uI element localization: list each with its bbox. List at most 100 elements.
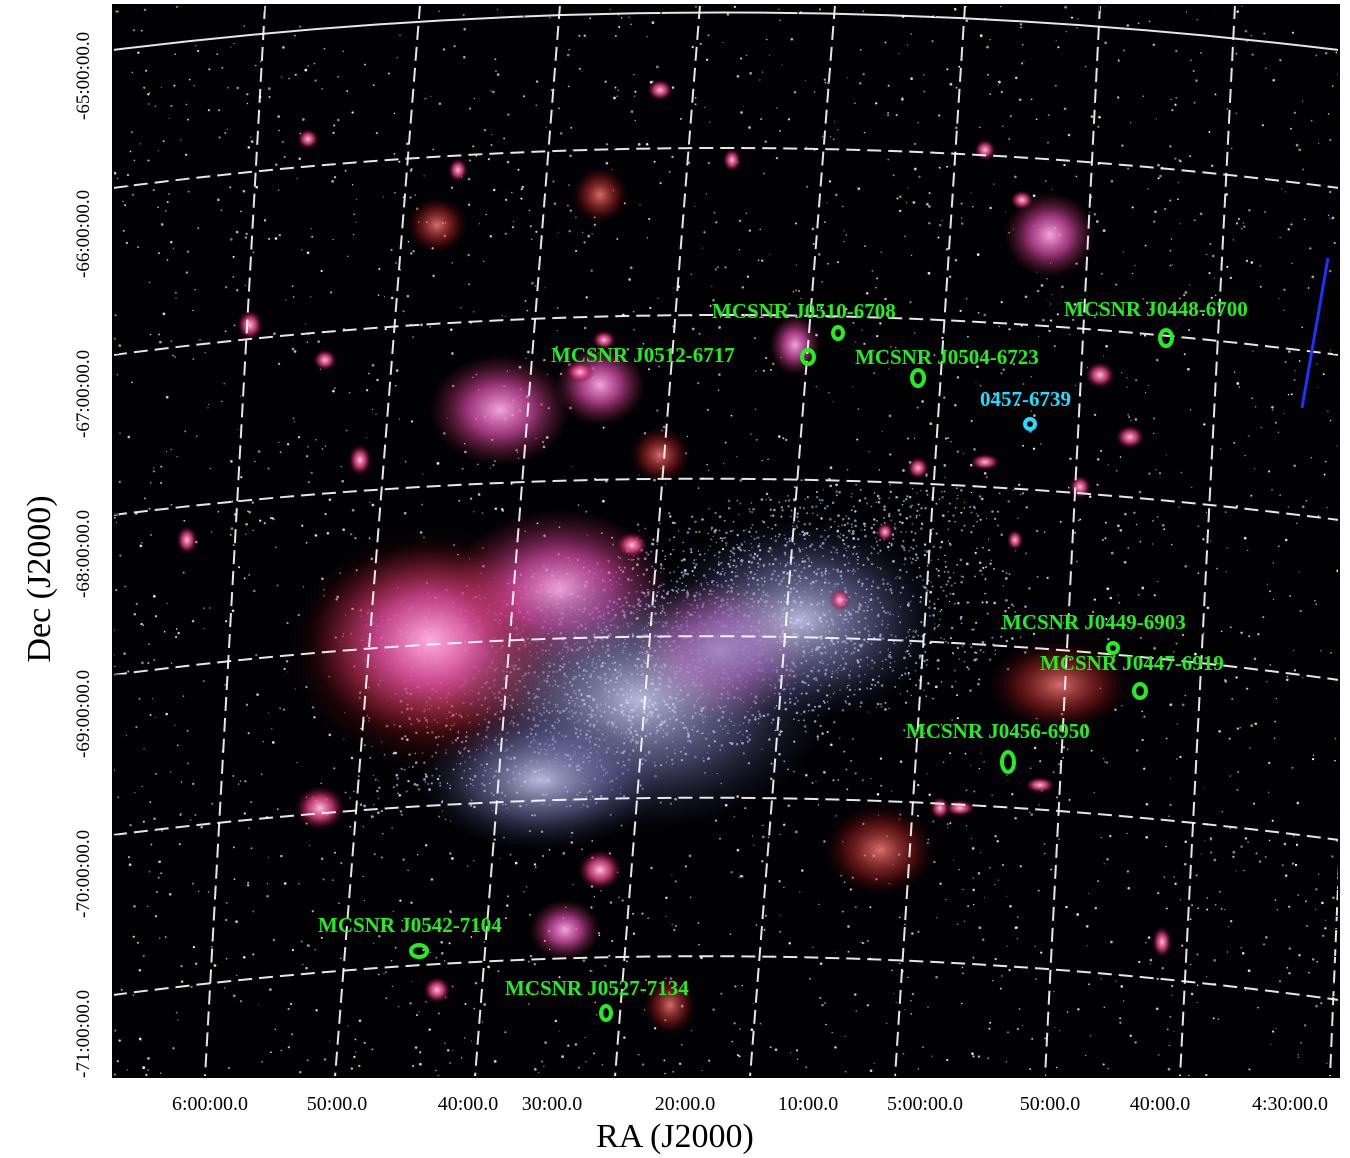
star: [1200, 51, 1203, 54]
star: [304, 68, 308, 72]
bar-star: [952, 592, 955, 596]
star: [659, 182, 662, 185]
bar-star: [850, 523, 853, 526]
star: [931, 40, 934, 43]
star: [904, 1009, 906, 1011]
star: [819, 996, 822, 1000]
star: [233, 42, 235, 45]
star: [504, 1031, 507, 1034]
star: [1327, 214, 1330, 216]
star: [132, 29, 136, 32]
bar-star: [899, 693, 902, 695]
star: [898, 195, 902, 199]
star: [828, 392, 830, 394]
star: [493, 1060, 497, 1063]
star: [154, 915, 158, 918]
star: [916, 406, 919, 409]
star: [1189, 918, 1192, 921]
star: [490, 90, 492, 92]
star: [835, 815, 838, 817]
star: [440, 951, 444, 955]
star: [141, 785, 143, 788]
star: [818, 8, 822, 11]
star: [413, 783, 417, 786]
star: [472, 310, 475, 313]
star: [1110, 551, 1114, 555]
star: [1235, 870, 1237, 872]
star: [1317, 873, 1320, 875]
star: [1180, 471, 1183, 474]
star: [1244, 837, 1248, 840]
star: [614, 86, 617, 89]
star: [1286, 675, 1289, 678]
star: [310, 228, 312, 230]
star: [1126, 377, 1128, 379]
star: [113, 1073, 116, 1076]
star: [978, 926, 982, 930]
star: [1145, 301, 1149, 305]
star: [299, 1071, 302, 1074]
star: [997, 84, 999, 86]
star: [645, 143, 649, 146]
star: [1126, 386, 1128, 388]
star: [921, 1046, 924, 1049]
star: [951, 719, 953, 721]
star: [161, 830, 163, 832]
star: [120, 988, 123, 991]
star: [768, 496, 770, 498]
star: [653, 160, 656, 163]
star: [559, 132, 563, 135]
star: [645, 978, 647, 981]
star: [582, 231, 584, 233]
star: [1052, 771, 1055, 774]
bar-star: [975, 651, 978, 654]
star: [333, 124, 336, 127]
star: [216, 53, 219, 56]
star: [1000, 90, 1003, 94]
star: [156, 891, 158, 893]
star: [917, 930, 920, 933]
star: [334, 851, 336, 854]
star: [683, 558, 686, 561]
star: [1138, 593, 1140, 596]
star: [823, 840, 826, 843]
star: [1169, 1015, 1172, 1018]
star: [1107, 1067, 1109, 1070]
star: [230, 527, 234, 530]
star: [800, 479, 803, 481]
star: [1068, 798, 1071, 801]
star: [1088, 892, 1090, 895]
star: [225, 902, 228, 904]
star: [570, 126, 573, 129]
star: [531, 993, 534, 996]
star: [739, 1028, 741, 1030]
bar-star: [894, 527, 897, 530]
star: [492, 188, 496, 192]
star: [684, 865, 688, 868]
star: [168, 117, 170, 120]
star: [193, 84, 195, 87]
star: [224, 684, 226, 686]
star: [487, 157, 491, 161]
star: [1149, 958, 1153, 962]
star: [646, 237, 648, 239]
star: [1312, 754, 1315, 757]
star: [489, 235, 493, 238]
star: [368, 537, 371, 539]
star: [527, 960, 530, 963]
star: [1285, 678, 1289, 682]
star: [707, 34, 710, 37]
star: [901, 97, 903, 99]
star: [982, 566, 985, 570]
bar-star: [851, 492, 853, 495]
star: [793, 91, 797, 94]
bar-star: [945, 565, 947, 568]
star: [794, 222, 797, 225]
star: [955, 86, 958, 89]
star: [779, 19, 781, 22]
star: [585, 296, 588, 299]
star: [657, 297, 659, 300]
star: [452, 1050, 454, 1052]
star: [965, 825, 968, 827]
star: [442, 48, 446, 51]
